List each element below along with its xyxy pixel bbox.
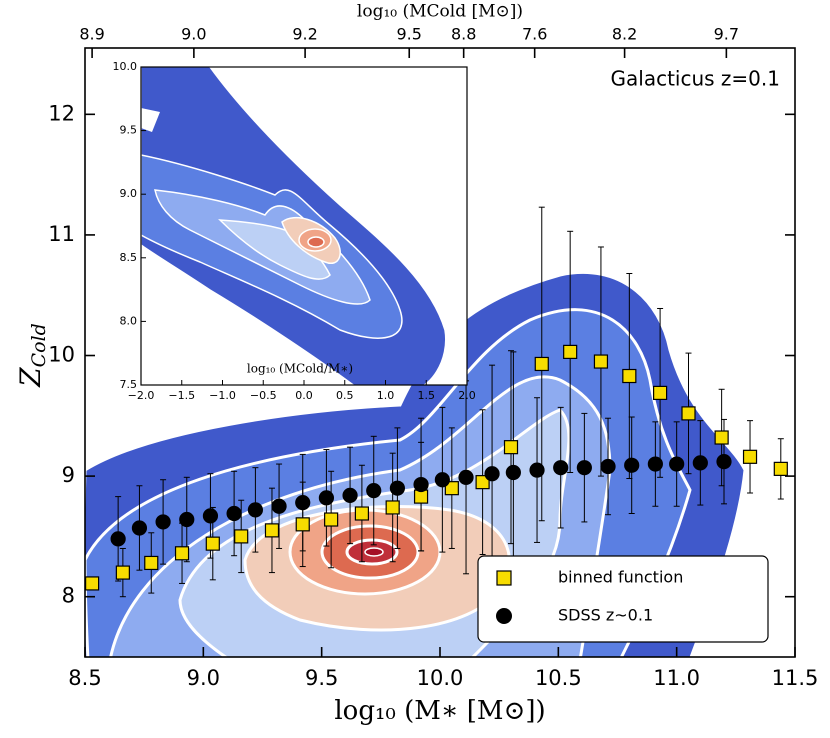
square-marker — [295, 517, 310, 532]
inset-y-tick-label: 10.0 — [113, 60, 138, 73]
square-marker — [534, 356, 549, 372]
inset-y-tick-label: 9.5 — [120, 124, 138, 137]
inset-x-tick-label: 2.0 — [458, 389, 476, 402]
y-tick-label: 11 — [48, 222, 75, 246]
inset-y-tick-label: 8.0 — [120, 314, 138, 327]
square-marker — [475, 475, 490, 490]
square-marker — [563, 344, 578, 359]
circle-marker — [155, 514, 171, 530]
circle-marker — [529, 462, 545, 478]
inset-x-tick-label: 0.0 — [295, 389, 313, 402]
x2-axis-label: log₁₀ (MCold [M⊙]) — [357, 2, 523, 22]
square-marker — [115, 565, 130, 580]
circle-marker — [202, 508, 219, 524]
x2-tick-label: 9.7 — [714, 25, 739, 44]
circle-marker — [600, 458, 616, 475]
circle-marker — [716, 454, 732, 470]
x-tick-label: 10.5 — [535, 666, 582, 690]
circle-marker — [179, 511, 195, 528]
square-marker — [742, 449, 758, 464]
inset-x-tick-label: −0.5 — [250, 389, 277, 402]
annotation: Galacticus z=0.1 — [611, 67, 780, 91]
x2-tick-label: 8.9 — [79, 25, 104, 44]
x2-tick-label: 8.8 — [451, 25, 476, 44]
circle-marker — [505, 464, 521, 481]
inset-x-tick-label: −1.0 — [209, 389, 236, 402]
inset-y-tick-label: 7.5 — [120, 378, 138, 391]
x-axis-label: log₁₀ (M∗ [M⊙]) — [334, 696, 545, 726]
circle-marker — [458, 469, 474, 485]
circle-marker — [110, 531, 126, 547]
y-tick-label: 8 — [62, 584, 75, 608]
square-marker — [652, 385, 668, 400]
square-marker — [174, 546, 190, 561]
y-tick-label: 12 — [48, 101, 75, 125]
inset-x-tick-label: −2.0 — [128, 389, 155, 402]
y-tick-label: 9 — [62, 463, 75, 487]
square-marker — [324, 512, 339, 527]
square-marker — [714, 430, 729, 445]
legend-box — [477, 555, 769, 643]
circle-marker — [318, 490, 334, 506]
circle-marker — [576, 460, 592, 476]
y-label-main: Z — [14, 367, 47, 388]
circle-marker — [389, 480, 405, 496]
legend-swatch — [496, 608, 512, 624]
circle-marker — [271, 498, 287, 514]
x-tick-label: 9.0 — [187, 666, 220, 690]
circle-marker — [247, 502, 263, 518]
circle-marker — [647, 456, 663, 472]
circle-marker — [692, 455, 708, 471]
square-marker — [593, 354, 609, 369]
x-tick-label: 11.0 — [653, 666, 700, 690]
circle-marker — [434, 472, 450, 488]
square-marker — [144, 555, 159, 571]
square-marker — [84, 576, 100, 591]
legend-label: binned function — [558, 568, 683, 587]
x2-tick-label: 9.2 — [292, 25, 317, 44]
inset-x-label: log₁₀ (MCold/M∗) — [247, 362, 353, 376]
inset-x-tick-label: 1.0 — [377, 389, 395, 402]
legend-swatch — [496, 570, 512, 586]
circle-marker — [131, 520, 148, 536]
inset-contours — [141, 67, 447, 385]
circle-marker — [226, 505, 242, 522]
x-tick-label: 9.5 — [305, 666, 338, 690]
square-marker — [503, 440, 519, 455]
square-marker — [234, 529, 249, 544]
x2-tick-label: 8.2 — [612, 25, 637, 44]
inset-x-tick-label: −1.5 — [168, 389, 195, 402]
square-marker — [444, 481, 459, 496]
circle-marker — [484, 466, 500, 482]
circle-marker — [669, 456, 685, 472]
x2-tick-label: 7.6 — [522, 25, 547, 44]
y-label-sub: Cold — [28, 323, 50, 367]
circle-marker — [413, 476, 429, 493]
x-tick-label: 8.5 — [68, 666, 101, 690]
circle-marker — [342, 487, 358, 504]
circle-marker — [295, 495, 311, 511]
circle-marker — [624, 457, 640, 473]
x2-tick-label: 9.0 — [181, 25, 206, 44]
x-tick-label: 10.0 — [417, 666, 464, 690]
y-tick-label: 10 — [48, 343, 75, 367]
square-marker — [622, 368, 637, 384]
square-marker — [354, 506, 369, 521]
square-marker — [385, 500, 400, 515]
square-marker — [264, 523, 280, 538]
square-marker — [681, 406, 696, 421]
x2-tick-label: 9.5 — [397, 25, 422, 44]
inset-x-tick-label: 1.5 — [418, 389, 436, 402]
x-tick-label: 11.5 — [772, 666, 819, 690]
y-axis-label: ZCold — [14, 323, 51, 388]
inset-x-tick-label: 0.5 — [336, 389, 354, 402]
circle-marker — [366, 482, 382, 499]
circle-marker — [553, 460, 569, 476]
square-marker — [773, 461, 788, 476]
inset-y-tick-label: 8.5 — [120, 251, 138, 264]
square-marker — [205, 536, 220, 551]
inset-y-tick-label: 9.0 — [120, 187, 138, 200]
legend-label: SDSS z~0.1 — [558, 606, 653, 625]
